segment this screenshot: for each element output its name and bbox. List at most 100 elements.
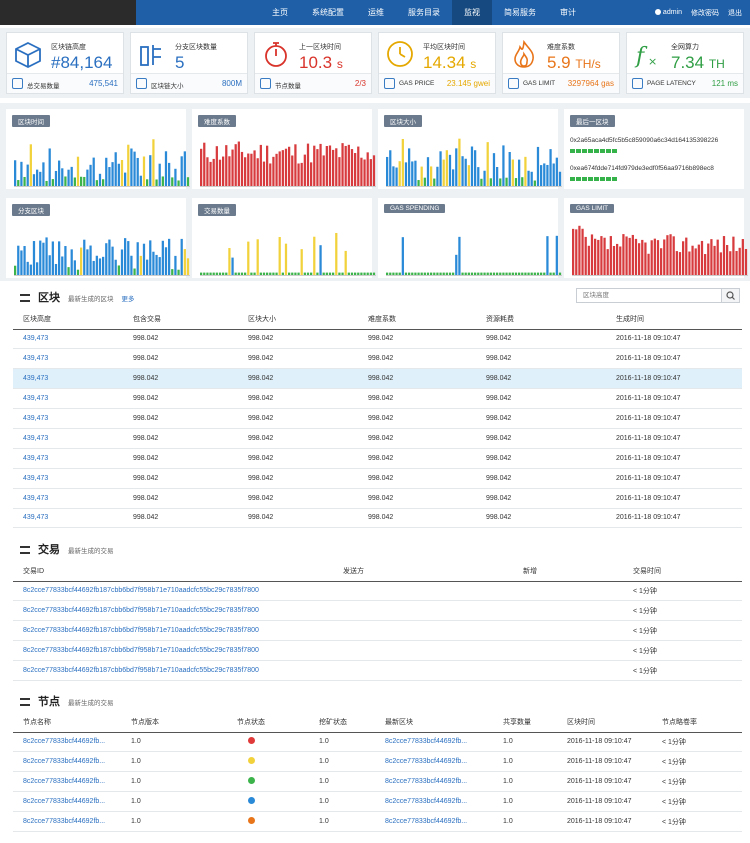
node-link[interactable]: 8c2cce77833bcf44692fb...: [13, 771, 131, 793]
block-height-link[interactable]: 439,473: [13, 348, 133, 370]
user-menu[interactable]: admin: [654, 9, 682, 16]
block-height-link[interactable]: 439,473: [13, 448, 133, 469]
table-cell: 998.042: [133, 508, 248, 529]
table-cell: 2016-11-18 09:10:47: [616, 488, 742, 509]
table-cell: 998.042: [248, 508, 368, 529]
bar: [338, 272, 341, 275]
table-row[interactable]: 439,473 998.042 998.042 998.042 998.042 2016-…: [13, 448, 742, 469]
block-height-link[interactable]: 439,473: [13, 488, 133, 509]
block-height-link[interactable]: 439,473: [13, 408, 133, 429]
stat-number: #84,164: [51, 53, 113, 72]
table-row[interactable]: 8c2cce77833bcf44692fb187cbb6bd7f958b71e7…: [13, 660, 742, 681]
last-block-hash[interactable]: 0xea674fdde714fd979de3edf0f56aa9716b898e…: [570, 165, 714, 172]
column-header[interactable]: 挖矿状态: [319, 712, 385, 733]
node-link[interactable]: 8c2cce77833bcf44692fb...: [13, 751, 131, 773]
table-row[interactable]: 439,473 998.042 998.042 998.042 998.042 2016-…: [13, 388, 742, 410]
table-row[interactable]: 8c2cce77833bcf44692fb... 1.0 1.0 8c2cce7783…: [13, 771, 742, 793]
tx-id-link[interactable]: 8c2cce77833bcf44692fb187cbb6bd7f958b71e7…: [13, 640, 343, 662]
tx-id-link[interactable]: 8c2cce77833bcf44692fb187cbb6bd7f958b71e7…: [13, 600, 343, 622]
tx-id-link[interactable]: 8c2cce77833bcf44692fb187cbb6bd7f958b71e7…: [13, 620, 343, 642]
node-link[interactable]: 8c2cce77833bcf44692fb...: [385, 811, 503, 832]
column-header[interactable]: 资源耗费: [486, 309, 616, 330]
bar: [594, 238, 597, 275]
nav-item[interactable]: 服务目录: [408, 8, 440, 17]
bar: [32, 174, 36, 186]
column-header[interactable]: 区块高度: [13, 309, 133, 330]
last-block-hash[interactable]: 0x2a65aca4d5fc5b5c859090a6c34d1641353982…: [570, 137, 719, 144]
table-row[interactable]: 439,473 998.042 998.042 998.042 998.042 2016-…: [13, 329, 742, 350]
node-link[interactable]: 8c2cce77833bcf44692fb...: [385, 732, 503, 753]
block-height-link[interactable]: 439,473: [13, 428, 133, 449]
tx-id-link[interactable]: 8c2cce77833bcf44692fb187cbb6bd7f958b71e7…: [13, 581, 343, 602]
bar: [152, 139, 155, 186]
bar: [102, 179, 105, 186]
block-height-link[interactable]: 439,473: [13, 508, 133, 529]
logo[interactable]: [0, 0, 136, 25]
column-header[interactable]: 交易ID: [13, 561, 343, 582]
table-row[interactable]: 439,473 998.042 998.042 998.042 998.042 2016-…: [13, 408, 742, 429]
bar: [477, 272, 480, 275]
table-row[interactable]: 439,473 998.042 998.042 998.042 998.042 2016-…: [13, 368, 742, 390]
stat-value: 5.9 TH/s: [547, 53, 601, 73]
table-row[interactable]: 8c2cce77833bcf44692fb187cbb6bd7f958b71e7…: [13, 581, 742, 602]
table-row[interactable]: 8c2cce77833bcf44692fb187cbb6bd7f958b71e7…: [13, 640, 742, 662]
change-password-link[interactable]: 修改密码: [691, 9, 719, 17]
column-header[interactable]: 最新区块: [385, 712, 503, 733]
column-header[interactable]: 节点版本: [131, 712, 237, 733]
column-header[interactable]: 包含交易: [133, 309, 248, 330]
table-cell: 998.042: [133, 348, 248, 370]
table-row[interactable]: 439,473 998.042 998.042 998.042 998.042 2016-…: [13, 348, 742, 370]
block-search-input[interactable]: [577, 289, 717, 302]
column-header[interactable]: 区块时间: [567, 712, 662, 733]
table-header-row: 交易ID 发送方 新增 交易时间: [13, 561, 742, 582]
bar: [262, 272, 266, 275]
column-header[interactable]: 难度系数: [368, 309, 486, 330]
block-height-link[interactable]: 439,473: [13, 368, 133, 390]
node-link[interactable]: 8c2cce77833bcf44692fb...: [385, 791, 503, 813]
table-row[interactable]: 8c2cce77833bcf44692fb... 1.0 1.0 8c2cce7783…: [13, 732, 742, 753]
table-row[interactable]: 439,473 998.042 998.042 998.042 998.042 2016-…: [13, 508, 742, 529]
block-height-link[interactable]: 439,473: [13, 468, 133, 489]
column-header[interactable]: 节点状态: [237, 712, 319, 733]
table-row[interactable]: 8c2cce77833bcf44692fb187cbb6bd7f958b71e7…: [13, 600, 742, 622]
nav-item[interactable]: 主页: [272, 8, 288, 17]
table-row[interactable]: 8c2cce77833bcf44692fb... 1.0 1.0 8c2cce7783…: [13, 811, 742, 832]
bar: [638, 243, 641, 275]
table-row[interactable]: 439,473 998.042 998.042 998.042 998.042 2016-…: [13, 488, 742, 509]
column-header[interactable]: 交易时间: [633, 561, 742, 582]
bar: [36, 169, 39, 186]
column-header[interactable]: 发送方: [343, 561, 523, 582]
node-link[interactable]: 8c2cce77833bcf44692fb...: [13, 811, 131, 832]
logout-link[interactable]: 退出: [728, 9, 742, 17]
table-row[interactable]: 8c2cce77833bcf44692fb187cbb6bd7f958b71e7…: [13, 620, 742, 642]
column-header[interactable]: 生成时间: [616, 309, 742, 330]
column-header[interactable]: 新增: [523, 561, 633, 582]
table-row[interactable]: 8c2cce77833bcf44692fb... 1.0 1.0 8c2cce7783…: [13, 791, 742, 813]
node-link[interactable]: 8c2cce77833bcf44692fb...: [13, 732, 131, 753]
bar: [423, 272, 426, 275]
block-height-link[interactable]: 439,473: [13, 388, 133, 410]
bar: [155, 179, 158, 186]
node-link[interactable]: 8c2cce77833bcf44692fb...: [385, 751, 503, 773]
table-row[interactable]: 8c2cce77833bcf44692fb... 1.0 1.0 8c2cce7783…: [13, 751, 742, 773]
nav-item[interactable]: 审计: [560, 8, 576, 17]
tx-id-link[interactable]: 8c2cce77833bcf44692fb187cbb6bd7f958b71e7…: [13, 660, 343, 681]
column-header[interactable]: 节点名称: [13, 712, 131, 733]
table-cell: < 1分钟: [662, 811, 742, 832]
more-link[interactable]: 更多: [121, 296, 135, 303]
column-header[interactable]: 节点略卷率: [662, 712, 742, 733]
node-link[interactable]: 8c2cce77833bcf44692fb...: [385, 771, 503, 793]
bar: [231, 257, 234, 275]
table-row[interactable]: 439,473 998.042 998.042 998.042 998.042 2016-…: [13, 428, 742, 449]
nav-item[interactable]: 简易服务: [504, 8, 536, 17]
column-header[interactable]: 区块大小: [248, 309, 368, 330]
node-link[interactable]: 8c2cce77833bcf44692fb...: [13, 791, 131, 813]
column-header[interactable]: 共享数量: [503, 712, 567, 733]
nav-item[interactable]: 系统配置: [312, 8, 344, 17]
table-row[interactable]: 439,473 998.042 998.042 998.042 998.042 2016-…: [13, 468, 742, 489]
block-height-link[interactable]: 439,473: [13, 329, 133, 350]
nav-item[interactable]: 运维: [368, 8, 384, 17]
search-button[interactable]: [721, 289, 739, 302]
nav-item[interactable]: 监视: [452, 0, 492, 25]
bar: [124, 172, 127, 186]
